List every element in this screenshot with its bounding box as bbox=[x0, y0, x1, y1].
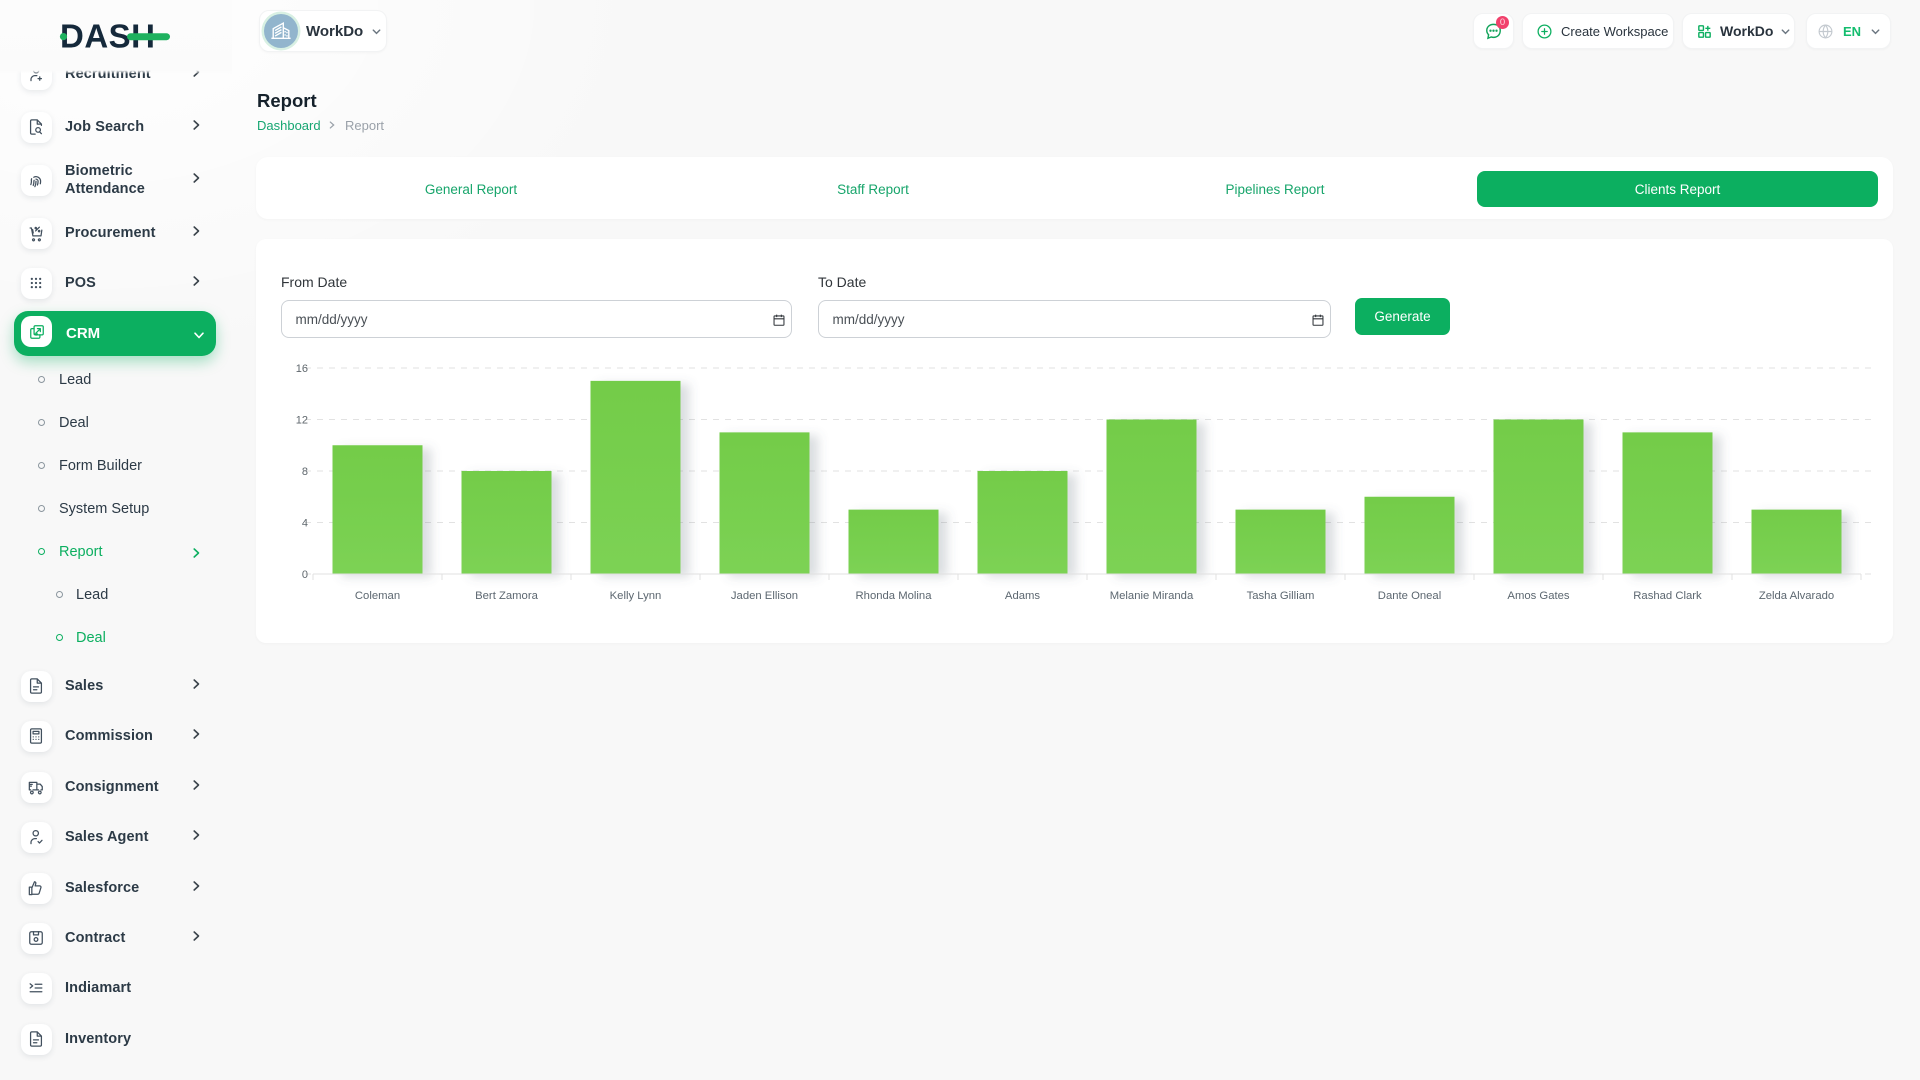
svg-text:Kelly Lynn: Kelly Lynn bbox=[610, 590, 662, 602]
svg-text:0: 0 bbox=[302, 569, 308, 581]
svg-text:16: 16 bbox=[296, 363, 308, 375]
svg-text:Dante Oneal: Dante Oneal bbox=[1378, 590, 1441, 602]
svg-text:4: 4 bbox=[302, 518, 308, 530]
svg-text:Adams: Adams bbox=[1005, 590, 1041, 602]
svg-text:8: 8 bbox=[302, 466, 308, 478]
svg-text:Bert Zamora: Bert Zamora bbox=[475, 590, 538, 602]
svg-text:12: 12 bbox=[296, 415, 308, 427]
svg-text:Melanie Miranda: Melanie Miranda bbox=[1110, 590, 1194, 602]
svg-text:Amos Gates: Amos Gates bbox=[1507, 590, 1570, 602]
svg-text:Rashad Clark: Rashad Clark bbox=[1633, 590, 1702, 602]
svg-text:Tasha Gilliam: Tasha Gilliam bbox=[1247, 590, 1315, 602]
svg-text:Rhonda Molina: Rhonda Molina bbox=[856, 590, 933, 602]
svg-text:Jaden Ellison: Jaden Ellison bbox=[731, 590, 798, 602]
svg-text:Zelda Alvarado: Zelda Alvarado bbox=[1759, 590, 1834, 602]
svg-text:Coleman: Coleman bbox=[355, 590, 400, 602]
